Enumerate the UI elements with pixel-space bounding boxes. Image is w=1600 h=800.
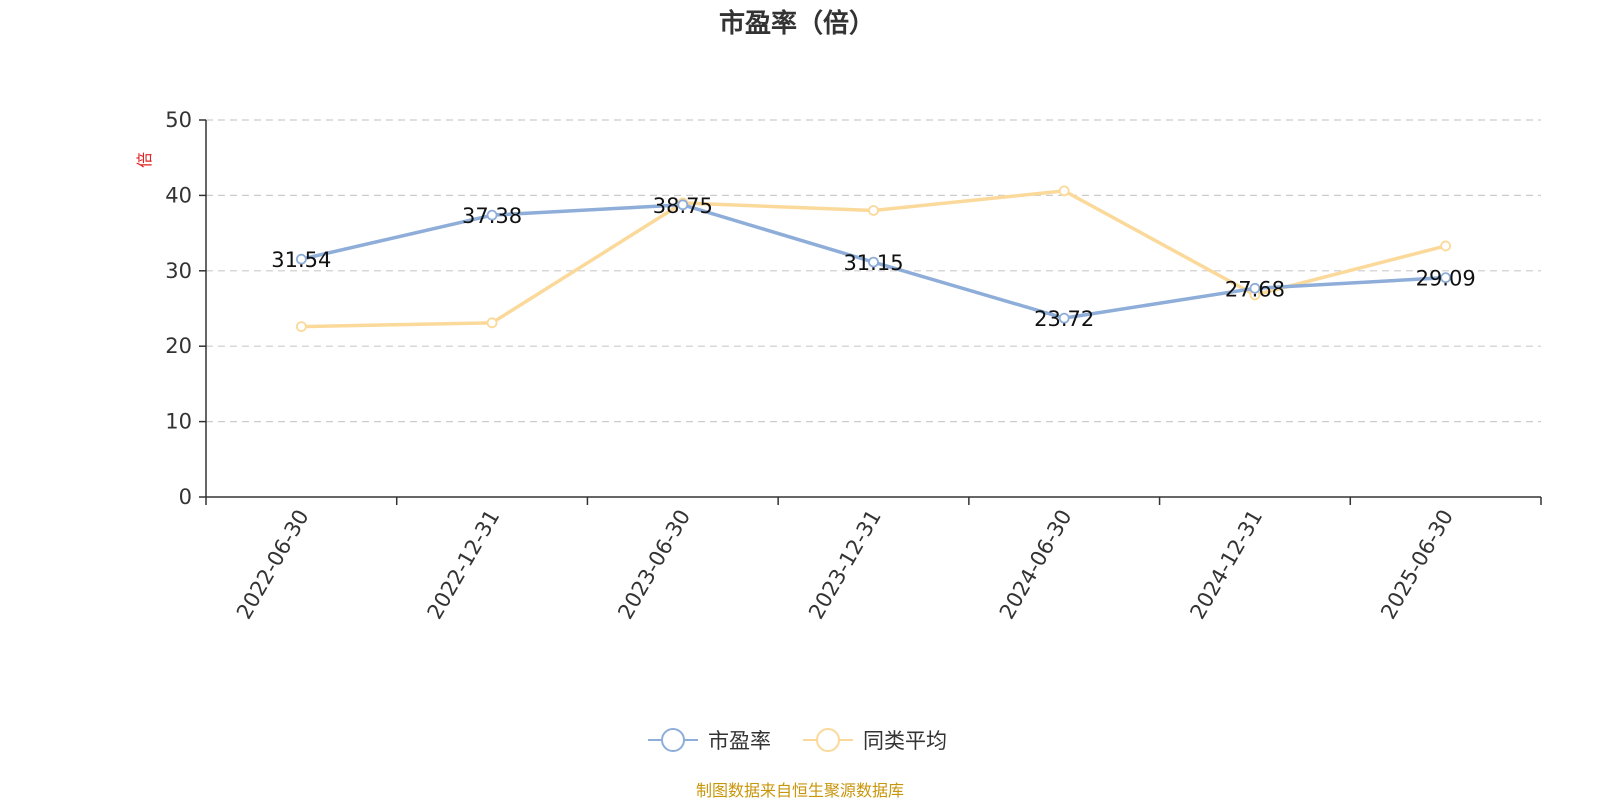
x-tick-label: 2022-12-31 — [423, 506, 505, 624]
series-point-1 — [1440, 240, 1452, 252]
data-label: 37.38 — [462, 204, 522, 228]
x-tick-label: 2024-06-30 — [995, 506, 1077, 624]
chart-title: 市盈率（倍） — [719, 8, 875, 39]
data-label: 31.54 — [271, 248, 331, 272]
series-point-1 — [295, 321, 307, 332]
data-label: 29.09 — [1416, 267, 1476, 291]
data-label: 31.15 — [843, 251, 903, 275]
y-tick-label: 10 — [165, 410, 192, 434]
series-point-1 — [486, 317, 498, 329]
legend-item[interactable]: 同类平均 — [803, 728, 947, 753]
legend-label: 市盈率 — [708, 729, 771, 753]
data-labels: 31.54 37.38 38.75 31.15 23.72 27.68 29.09 — [271, 194, 1475, 331]
y-tick-label: 50 — [165, 108, 192, 132]
data-label: 38.75 — [653, 194, 713, 218]
legend: 市盈率 同类平均 — [648, 728, 947, 753]
legend-marker — [816, 728, 840, 752]
y-tick-label: 0 — [179, 485, 192, 509]
grid-lines — [206, 119, 1541, 423]
data-label: 23.72 — [1034, 307, 1094, 331]
axes: 0 10 20 30 40 50 2022-06-30 2022-12-31 2023-06-3… — [165, 108, 1542, 624]
series-point-0 — [1249, 282, 1261, 294]
y-axis-unit-label: 倍 — [135, 152, 154, 168]
y-tick-label: 20 — [165, 334, 192, 358]
y-tick-label: 40 — [165, 183, 192, 207]
x-tick-label: 2025-06-30 — [1376, 506, 1458, 624]
series-point-1 — [1058, 185, 1070, 197]
data-label: 27.68 — [1225, 277, 1285, 301]
series-point-0 — [868, 256, 879, 268]
x-tick-label: 2023-12-31 — [804, 506, 886, 624]
legend-item[interactable]: 市盈率 — [648, 728, 771, 753]
series-point-0 — [1058, 312, 1070, 324]
series-layer — [295, 185, 1452, 332]
x-tick-label: 2023-06-30 — [613, 506, 695, 624]
source-note: 制图数据来自恒生聚源数据库 — [696, 781, 904, 800]
legend-label: 同类平均 — [863, 729, 947, 753]
series-point-0 — [295, 253, 307, 265]
y-tick-label: 30 — [165, 259, 192, 283]
series-point-1 — [868, 205, 879, 216]
series-point-0 — [1440, 272, 1452, 284]
x-tick-label: 2024-12-31 — [1185, 506, 1267, 624]
x-tick-label: 2022-06-30 — [232, 506, 314, 624]
legend-marker — [661, 728, 685, 752]
series-point-0 — [677, 199, 689, 211]
series-point-0 — [486, 209, 498, 221]
